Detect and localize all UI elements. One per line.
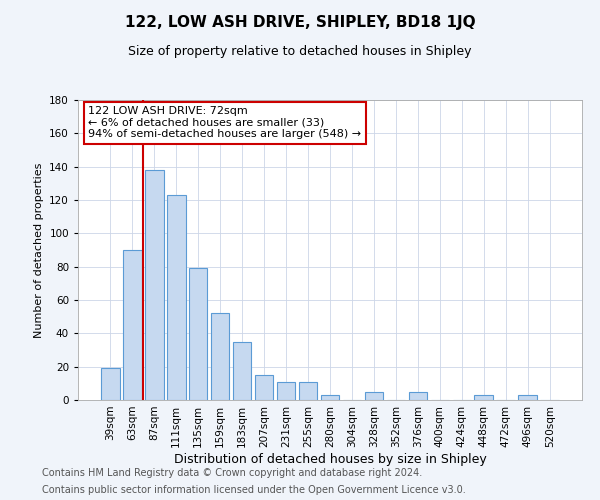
- Text: Contains public sector information licensed under the Open Government Licence v3: Contains public sector information licen…: [42, 485, 466, 495]
- Text: Contains HM Land Registry data © Crown copyright and database right 2024.: Contains HM Land Registry data © Crown c…: [42, 468, 422, 477]
- Bar: [211, 314, 229, 400]
- Bar: [365, 392, 383, 400]
- Text: 122, LOW ASH DRIVE, SHIPLEY, BD18 1JQ: 122, LOW ASH DRIVE, SHIPLEY, BD18 1JQ: [125, 15, 475, 30]
- Bar: [475, 395, 493, 400]
- X-axis label: Distribution of detached houses by size in Shipley: Distribution of detached houses by size …: [173, 452, 487, 466]
- Bar: [255, 375, 274, 400]
- Bar: [320, 395, 340, 400]
- Bar: [101, 368, 119, 400]
- Text: Size of property relative to detached houses in Shipley: Size of property relative to detached ho…: [128, 45, 472, 58]
- Bar: [123, 250, 142, 400]
- Bar: [167, 195, 185, 400]
- Bar: [277, 382, 295, 400]
- Text: 122 LOW ASH DRIVE: 72sqm
← 6% of detached houses are smaller (33)
94% of semi-de: 122 LOW ASH DRIVE: 72sqm ← 6% of detache…: [88, 106, 361, 139]
- Bar: [409, 392, 427, 400]
- Bar: [145, 170, 164, 400]
- Y-axis label: Number of detached properties: Number of detached properties: [34, 162, 44, 338]
- Bar: [518, 395, 537, 400]
- Bar: [233, 342, 251, 400]
- Bar: [299, 382, 317, 400]
- Bar: [189, 268, 208, 400]
